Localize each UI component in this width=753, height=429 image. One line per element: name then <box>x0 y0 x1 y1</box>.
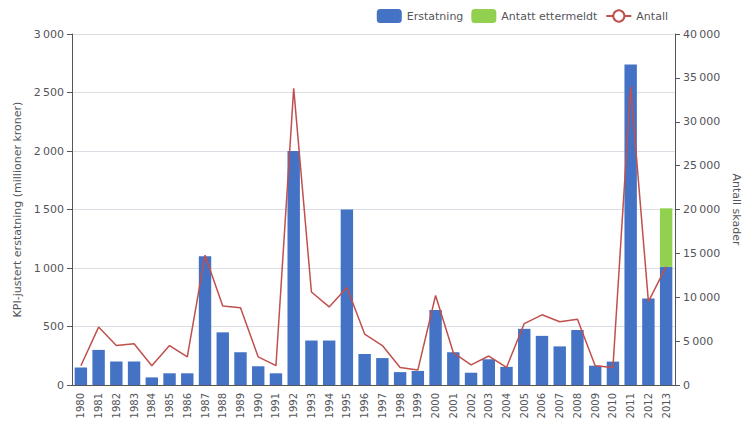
svg-text:1994: 1994 <box>324 393 335 418</box>
svg-text:1980: 1980 <box>75 393 86 418</box>
svg-text:2012: 2012 <box>643 393 654 418</box>
svg-text:20 000: 20 000 <box>683 203 720 216</box>
svg-text:10 000: 10 000 <box>683 291 720 304</box>
svg-text:2001: 2001 <box>448 393 459 418</box>
svg-text:1987: 1987 <box>200 393 211 418</box>
svg-text:2009: 2009 <box>590 393 601 418</box>
svg-text:1 000: 1 000 <box>34 262 64 275</box>
svg-text:2000: 2000 <box>430 393 441 418</box>
svg-text:1993: 1993 <box>306 393 317 418</box>
svg-text:2010: 2010 <box>607 393 618 418</box>
svg-text:0: 0 <box>683 379 690 392</box>
svg-text:25 000: 25 000 <box>683 159 720 172</box>
svg-text:1989: 1989 <box>235 393 246 418</box>
svg-text:1990: 1990 <box>253 393 264 418</box>
svg-text:2 000: 2 000 <box>34 145 64 158</box>
svg-text:KPI-justert erstatning (millio: KPI-justert erstatning (millioner kroner… <box>11 102 24 318</box>
svg-text:35 000: 35 000 <box>683 71 720 84</box>
svg-text:2 500: 2 500 <box>34 86 64 99</box>
svg-text:15 000: 15 000 <box>683 247 720 260</box>
svg-text:1983: 1983 <box>129 393 140 418</box>
svg-text:1995: 1995 <box>341 393 352 418</box>
svg-text:0: 0 <box>57 379 64 392</box>
svg-text:1996: 1996 <box>359 393 370 418</box>
svg-text:5 000: 5 000 <box>683 335 713 348</box>
svg-text:1998: 1998 <box>395 393 406 418</box>
svg-text:500: 500 <box>43 320 64 333</box>
svg-text:2011: 2011 <box>625 393 636 418</box>
svg-text:2003: 2003 <box>483 393 494 418</box>
svg-text:2004: 2004 <box>501 393 512 418</box>
svg-text:Antall: Antall <box>636 10 668 23</box>
svg-text:1981: 1981 <box>93 393 104 418</box>
svg-text:40 000: 40 000 <box>683 28 720 41</box>
svg-text:1992: 1992 <box>288 393 299 418</box>
svg-text:Erstatning: Erstatning <box>407 10 464 23</box>
svg-text:2006: 2006 <box>536 393 547 418</box>
svg-text:1986: 1986 <box>182 393 193 418</box>
svg-text:Antall skader: Antall skader <box>730 173 743 246</box>
svg-text:2005: 2005 <box>519 393 530 418</box>
svg-text:1997: 1997 <box>377 393 388 418</box>
svg-text:Antatt ettermeldt: Antatt ettermeldt <box>501 10 598 23</box>
svg-text:1991: 1991 <box>270 393 281 418</box>
svg-text:1984: 1984 <box>146 393 157 418</box>
svg-text:1985: 1985 <box>164 393 175 418</box>
svg-text:1988: 1988 <box>217 393 228 418</box>
svg-text:2007: 2007 <box>554 393 565 418</box>
svg-text:1982: 1982 <box>111 393 122 418</box>
svg-text:30 000: 30 000 <box>683 115 720 128</box>
svg-text:2013: 2013 <box>661 393 672 418</box>
svg-text:1 500: 1 500 <box>34 203 64 216</box>
svg-text:2002: 2002 <box>466 393 477 418</box>
svg-text:3 000: 3 000 <box>34 28 64 41</box>
svg-text:1999: 1999 <box>412 393 423 418</box>
svg-text:2008: 2008 <box>572 393 583 418</box>
